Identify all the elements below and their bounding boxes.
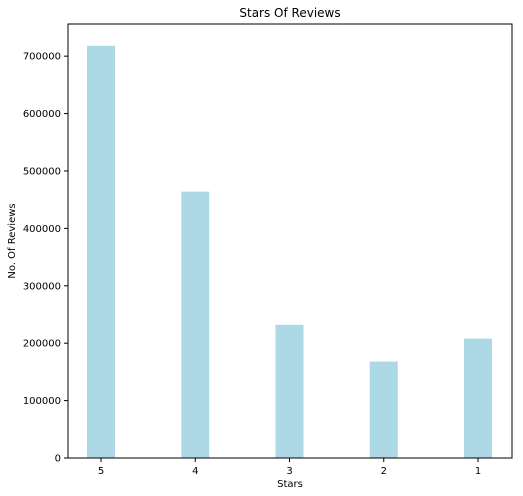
y-tick-label: 200000: [23, 339, 61, 350]
y-axis-ticks: 0 100000 200000 300000 400000 500000 600000 700…: [23, 52, 68, 465]
y-tick-label: 300000: [23, 281, 61, 292]
bars: [87, 45, 492, 459]
y-tick-label: 400000: [23, 224, 61, 235]
bar-2-stars: [369, 361, 398, 458]
x-tick-label: 3: [286, 466, 292, 477]
x-tick-label: 5: [98, 466, 104, 477]
y-tick-label: 100000: [23, 396, 61, 407]
bar-1-stars: [464, 338, 492, 458]
bar-4-stars: [181, 191, 210, 458]
x-tick-label: 4: [192, 466, 198, 477]
y-tick-label: 600000: [23, 109, 61, 120]
chart-title: Stars Of Reviews: [239, 6, 340, 20]
x-tick-label: 2: [381, 466, 387, 477]
y-axis-label: No. Of Reviews: [7, 203, 18, 278]
y-tick-label: 500000: [23, 166, 61, 177]
y-tick-label: 0: [55, 454, 61, 465]
bar-3-stars: [275, 324, 304, 458]
x-axis-label: Stars: [277, 479, 303, 490]
x-axis-ticks: 5 4 3 2 1: [98, 458, 481, 477]
y-tick-label: 700000: [23, 52, 61, 63]
plot-area: 0 100000 200000 300000 400000 500000 600000 700…: [23, 23, 513, 477]
bar-5-stars: [87, 45, 115, 459]
x-tick-label: 1: [475, 466, 481, 477]
